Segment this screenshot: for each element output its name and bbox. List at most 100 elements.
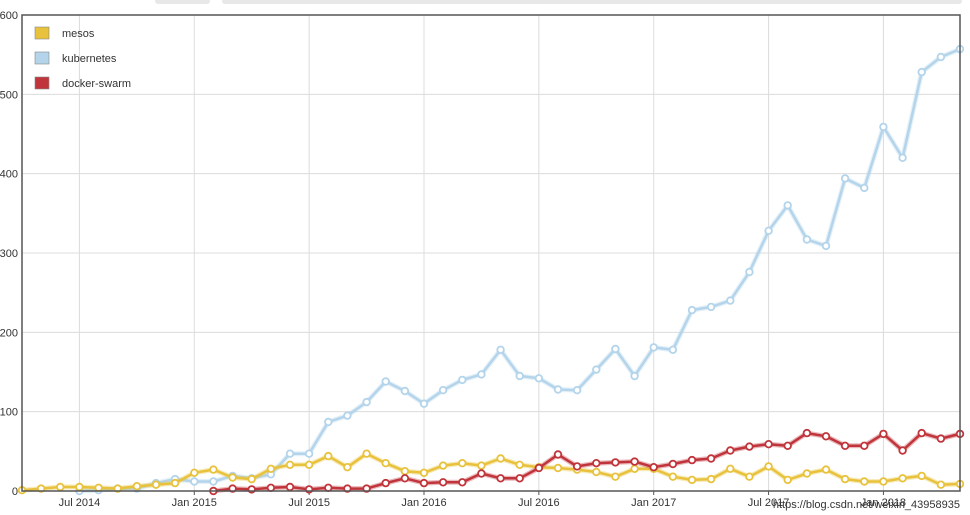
- data-point: [285, 460, 295, 469]
- data-point: [879, 429, 888, 439]
- plot-frame: [21, 14, 961, 492]
- data-point: [764, 440, 773, 449]
- x-tick-label: Jan 2018: [861, 497, 906, 509]
- data-point: [687, 305, 697, 315]
- data-point: [783, 475, 792, 485]
- data-point: [343, 463, 352, 472]
- y-tick-label: 300: [0, 248, 18, 260]
- series-line: [79, 47, 961, 493]
- x-tick-label: Jul 2015: [288, 497, 330, 509]
- data-point: [56, 482, 65, 492]
- data-point: [860, 477, 869, 486]
- data-point: [343, 411, 352, 420]
- legend: mesos kubernetes docker-swarm: [34, 26, 131, 90]
- data-point: [879, 477, 888, 486]
- data-point: [898, 474, 907, 483]
- data-point: [400, 467, 410, 476]
- data-point: [802, 428, 812, 438]
- data-point: [170, 478, 180, 488]
- data-point: [821, 432, 831, 441]
- y-tick-label: 100: [0, 407, 18, 419]
- data-point: [611, 344, 620, 354]
- data-point: [572, 462, 582, 471]
- data-point: [438, 386, 448, 395]
- data-point: [783, 441, 792, 450]
- data-point: [266, 464, 276, 473]
- legend-label: mesos: [62, 28, 95, 40]
- data-point: [840, 174, 850, 183]
- data-point: [400, 474, 410, 483]
- series-kubernetes: [75, 44, 965, 496]
- data-point: [247, 474, 256, 484]
- data-point: [802, 235, 812, 244]
- data-point: [936, 480, 946, 489]
- data-point: [649, 343, 658, 352]
- series-group: [17, 44, 965, 496]
- data-point: [285, 482, 295, 492]
- data-point: [496, 454, 505, 463]
- data-point: [458, 375, 467, 385]
- data-point: [324, 417, 333, 427]
- data-point: [726, 464, 735, 473]
- series-docker-swarm: [209, 428, 965, 496]
- data-point: [687, 455, 697, 465]
- data-point: [324, 451, 333, 461]
- legend-label: kubernetes: [62, 53, 117, 65]
- data-point: [745, 267, 754, 277]
- legend-swatch: [34, 26, 50, 40]
- x-tick-label: Jan 2017: [631, 497, 676, 509]
- data-point: [764, 462, 773, 471]
- data-point: [419, 399, 429, 408]
- x-tick-label: Jul 2014: [59, 497, 101, 509]
- data-point: [515, 474, 524, 483]
- data-point: [75, 482, 84, 492]
- data-point: [860, 183, 869, 193]
- legend-swatch: [34, 51, 50, 65]
- data-point: [611, 458, 620, 467]
- data-point: [304, 449, 314, 458]
- data-point: [726, 446, 735, 455]
- data-point: [706, 474, 716, 484]
- data-point: [668, 345, 678, 354]
- data-point: [726, 296, 735, 305]
- data-point: [477, 469, 486, 478]
- data-point: [553, 450, 563, 459]
- data-point: [668, 472, 678, 481]
- data-point: [821, 465, 831, 474]
- y-tick-label: 600: [0, 10, 18, 22]
- data-point: [151, 480, 161, 489]
- data-point: [94, 483, 103, 492]
- data-point: [438, 478, 448, 487]
- y-tick-label: 400: [0, 169, 18, 181]
- x-tick-label: Jul 2017: [748, 497, 790, 509]
- data-point: [515, 460, 524, 469]
- data-point: [496, 345, 505, 354]
- data-point: [400, 386, 410, 396]
- data-point: [630, 371, 639, 381]
- data-point: [840, 441, 850, 450]
- watermark: https://blog.csdn.net/weixin_43958935: [773, 499, 960, 511]
- data-point: [285, 449, 295, 458]
- data-point: [745, 472, 754, 481]
- data-point: [840, 474, 850, 484]
- data-point: [706, 454, 716, 463]
- data-point: [209, 477, 218, 486]
- data-point: [917, 471, 926, 481]
- data-point: [898, 446, 907, 455]
- data-point: [630, 464, 639, 473]
- data-point: [898, 153, 907, 162]
- data-point: [477, 370, 486, 379]
- data-point: [821, 241, 831, 251]
- x-axis-ticks: Jul 2014 Jan 2015 Jul 2015 Jan 2016 Jul 2016…: [59, 497, 906, 509]
- data-point: [304, 460, 314, 469]
- data-point: [553, 385, 563, 394]
- data-point: [458, 459, 467, 468]
- data-point: [917, 67, 926, 77]
- data-point: [381, 459, 390, 468]
- x-tick-label: Jan 2016: [401, 497, 446, 509]
- series-mesos: [17, 449, 965, 495]
- legend-swatch: [34, 76, 50, 90]
- data-point: [534, 463, 544, 473]
